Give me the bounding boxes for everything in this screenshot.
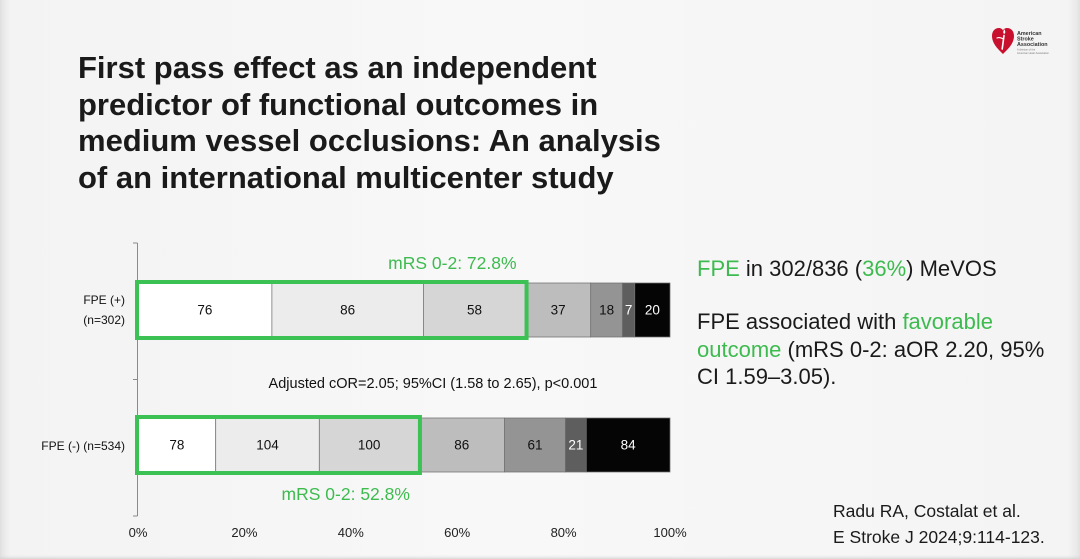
segment-value-label: 100 <box>358 438 381 453</box>
citation: Radu RA, Costalat et al. E Stroke J 2024… <box>833 498 1045 550</box>
logo-wordmark-line: Association <box>1017 42 1048 48</box>
fpe-rate-text: in 302/836 ( <box>739 256 863 281</box>
association-suffix: (mRS 0-2: aOR 2.20, 95% CI 1.59–3.05). <box>697 336 1045 390</box>
title-line: medium vessel occlusions: An analysis <box>78 123 661 158</box>
bar-segment <box>318 417 420 473</box>
category-label: FPE (+) <box>83 293 125 307</box>
segment-value-label: 78 <box>169 438 184 453</box>
fpe-association-statement: FPE associated with favorable outcome (m… <box>697 308 1059 391</box>
fpe-term: FPE <box>697 256 740 281</box>
logo-tagline-line: A division of the <box>1017 48 1036 52</box>
segment-value-label: 86 <box>340 303 355 318</box>
segment-value-label: 76 <box>197 303 212 318</box>
logo-wordmark-line: American <box>1017 31 1042 37</box>
logo-torch-figure <box>996 36 1004 40</box>
citation-authors: Radu RA, Costalat et al. <box>833 501 1021 521</box>
statistics-annotation: Adjusted cOR=2.05; 95%CI (1.58 to 2.65),… <box>269 376 598 392</box>
mrs-0-2-highlight-box <box>135 280 529 340</box>
x-tick-label: 0% <box>129 525 148 540</box>
mrs-0-2-highlight-box <box>135 415 422 475</box>
title-line: predictor of functional outcomes in <box>78 86 599 122</box>
logo-tagline-line: American Heart Association <box>1017 51 1049 55</box>
x-tick-label: 80% <box>551 525 577 540</box>
x-tick-label: 100% <box>653 525 687 540</box>
bar-segment <box>585 417 671 473</box>
segment-value-label: 86 <box>454 438 469 453</box>
segment-value-label: 61 <box>527 438 542 453</box>
x-tick-label: 60% <box>444 525 470 540</box>
citation-journal: E Stroke J 2024;9:114-123. <box>833 527 1045 547</box>
heart-torch-icon: American Stroke Association A division o… <box>992 28 1049 55</box>
segment-value-label: 21 <box>568 438 583 453</box>
segment-value-label: 37 <box>551 303 566 318</box>
x-tick-label: 20% <box>231 525 257 540</box>
logo-wordmark-line: Stroke <box>1017 37 1034 43</box>
bar-segment <box>590 282 623 338</box>
american-stroke-association-logo: American Stroke Association A division o… <box>990 24 1052 58</box>
fpe-rate-suffix: ) MeVOS <box>906 256 997 281</box>
x-tick-label: 40% <box>338 525 364 540</box>
favorable-outcome-highlight: favorable outcome <box>697 309 993 362</box>
logo-torch-flame <box>1003 29 1006 34</box>
segment-value-label: 84 <box>621 438 637 453</box>
logo-torch-handle <box>1001 34 1005 50</box>
title-line: First pass effect as an independent <box>78 50 597 85</box>
segment-value-label: 58 <box>467 303 482 318</box>
bar-segment <box>418 417 505 473</box>
segment-value-label: 18 <box>599 303 614 318</box>
bar-segment <box>525 282 592 338</box>
category-label: (n=302) <box>83 313 125 327</box>
bar-segment <box>504 417 566 473</box>
bar-segment <box>634 282 671 338</box>
segment-value-label: 7 <box>625 303 633 318</box>
segment-value-label: 20 <box>645 303 660 318</box>
slide-title: First pass effect as an independent pred… <box>78 50 661 196</box>
title-line: of an international multicenter study <box>78 159 614 195</box>
category-label: FPE (-) (n=534) <box>41 439 125 453</box>
mrs-0-2-highlight-label: mRS 0-2: 72.8% <box>388 253 516 273</box>
stacked-bar-chart: 76 86 58 37 18 7 20 mRS 0-2: 72.8% FPE (+) (n=302… <box>41 242 687 540</box>
fpe-rate-percent: 36% <box>862 256 907 281</box>
bar-segment <box>423 282 526 338</box>
fpe-rate-statement: FPE in 302/836 (36%) MeVOS <box>697 255 997 283</box>
association-prefix: FPE associated with <box>697 309 903 334</box>
segment-value-label: 104 <box>256 438 279 453</box>
mrs-0-2-highlight-label: mRS 0-2: 52.8% <box>282 484 410 504</box>
